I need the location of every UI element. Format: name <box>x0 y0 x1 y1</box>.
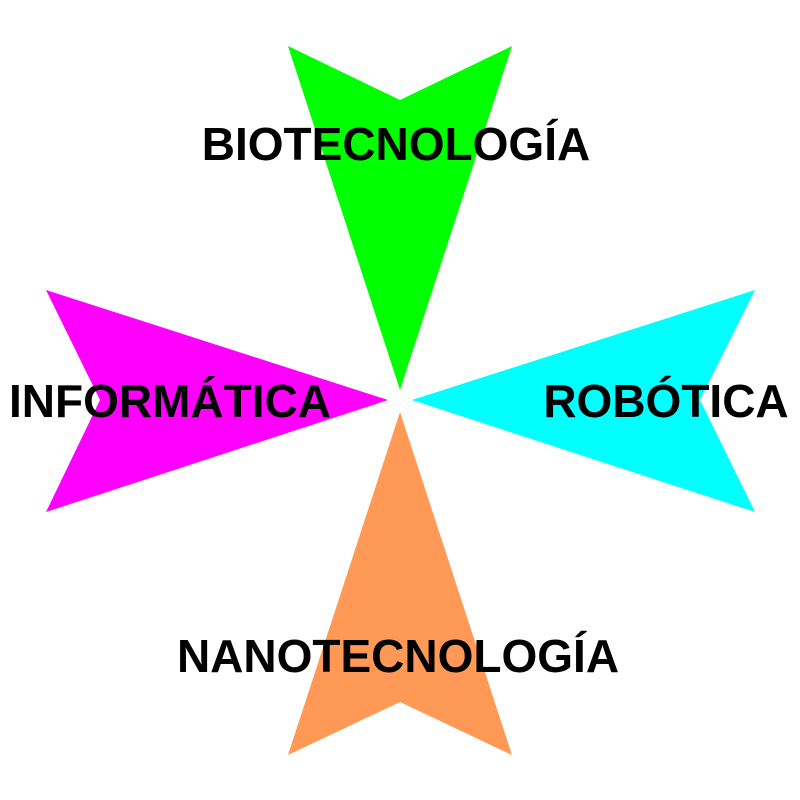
arm-label-top: BIOTECNOLOGÍA <box>202 118 590 170</box>
arm-shape-top <box>288 46 512 390</box>
arm-shape-bottom <box>288 412 512 755</box>
arm-label-right: ROBÓTICA <box>543 375 788 427</box>
arm-shape-right <box>412 290 755 512</box>
arm-label-left: INFORMÁTICA <box>9 375 331 427</box>
arm-label-bottom: NANOTECNOLOGÍA <box>177 630 619 682</box>
arm-shape-left <box>46 290 388 512</box>
